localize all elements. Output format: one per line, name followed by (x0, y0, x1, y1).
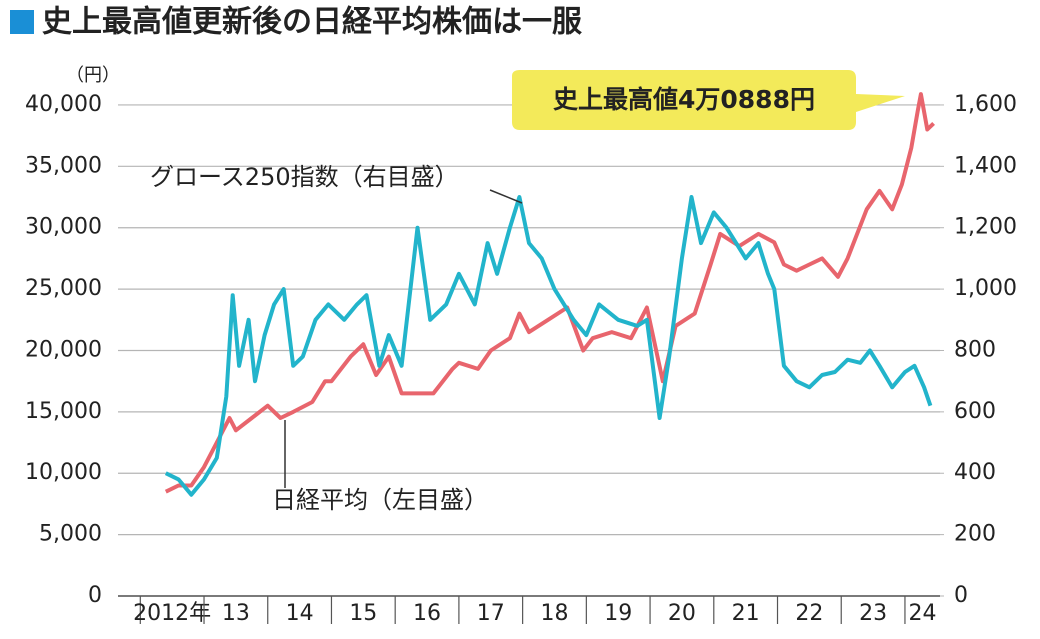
y2-tick-label: 1,200 (954, 215, 1017, 240)
y-tick-label: 30,000 (25, 215, 102, 240)
y2-tick-label: 1,600 (954, 92, 1017, 117)
x-tick-label: 24 (908, 601, 936, 626)
annotation: 史上最高値4万0888円 (553, 85, 815, 114)
series-label: グロース250指数（右目盛） (150, 163, 459, 191)
x-tick-label: 23 (859, 601, 887, 626)
y-tick-label: 0 (88, 583, 102, 608)
series-label: 日経平均（左目盛） (272, 486, 488, 514)
chart-title: 史上最高値更新後の日経平均株価は一服 (42, 5, 583, 40)
x-tick-label: 20 (668, 601, 696, 626)
y-tick-label: 35,000 (25, 153, 102, 178)
x-tick-label: 13 (222, 601, 250, 626)
callout (512, 70, 905, 130)
y-tick-label: 20,000 (25, 337, 102, 362)
grid: 0 5,000 10,000 15,000 20,000 25,000 30,000 35,0… (25, 92, 1017, 626)
x-tick-label: 21 (732, 601, 760, 626)
plot (164, 92, 935, 497)
series-line (164, 92, 935, 494)
y2-tick-label: 200 (954, 522, 996, 547)
x-tick-label: 2012年 (133, 601, 211, 626)
y-tick-label: 5,000 (39, 522, 102, 547)
x-tick-label: 19 (604, 601, 632, 626)
x-tick-label: 15 (349, 601, 377, 626)
y-tick-label: 25,000 (25, 276, 102, 301)
y2-tick-label: 1,000 (954, 276, 1017, 301)
y-tick-label: 40,000 (25, 92, 102, 117)
x-tick-label: 18 (540, 601, 568, 626)
y2-tick-label: 600 (954, 399, 996, 424)
y-tick-label: 15,000 (25, 399, 102, 424)
x-tick-label: 14 (286, 601, 314, 626)
title-marker (10, 10, 34, 34)
y-tick-label: 10,000 (25, 460, 102, 485)
x-tick-label: 16 (413, 601, 441, 626)
series-line (164, 195, 933, 497)
y2-tick-label: 1,400 (954, 153, 1017, 178)
y2-tick-label: 400 (954, 460, 996, 485)
y-unit: （円） (66, 65, 120, 86)
y2-tick-label: 0 (954, 583, 968, 608)
x-tick-label: 22 (795, 601, 823, 626)
y2-tick-label: 800 (954, 337, 996, 362)
x-tick-label: 17 (477, 601, 505, 626)
leader-line (489, 189, 523, 204)
